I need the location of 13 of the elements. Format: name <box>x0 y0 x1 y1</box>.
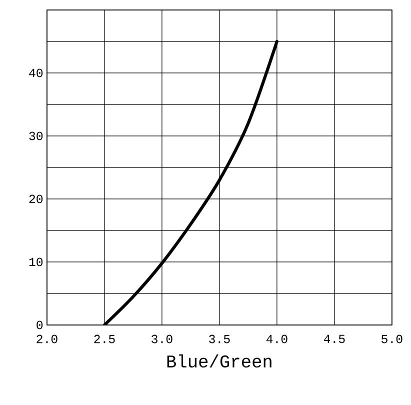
x-tick-label: 2.5 <box>94 334 115 344</box>
y-tick-label: 10 <box>29 258 43 266</box>
y-tick-label: 30 <box>29 132 43 140</box>
x-tick-label: 5.0 <box>382 334 402 344</box>
x-tick-label: 2.0 <box>36 334 58 344</box>
x-tick-label: 3.0 <box>152 334 172 344</box>
y-tick-label: 20 <box>29 194 43 204</box>
x-tick-label: 4.0 <box>266 334 288 344</box>
x-tick-label: 4.5 <box>324 334 345 344</box>
x-tick-label: 3.5 <box>209 334 230 344</box>
y-tick-label: 0 <box>36 320 43 330</box>
y-tick-label: 40 <box>29 68 43 78</box>
x-axis-title: Blue/Green <box>167 354 272 368</box>
